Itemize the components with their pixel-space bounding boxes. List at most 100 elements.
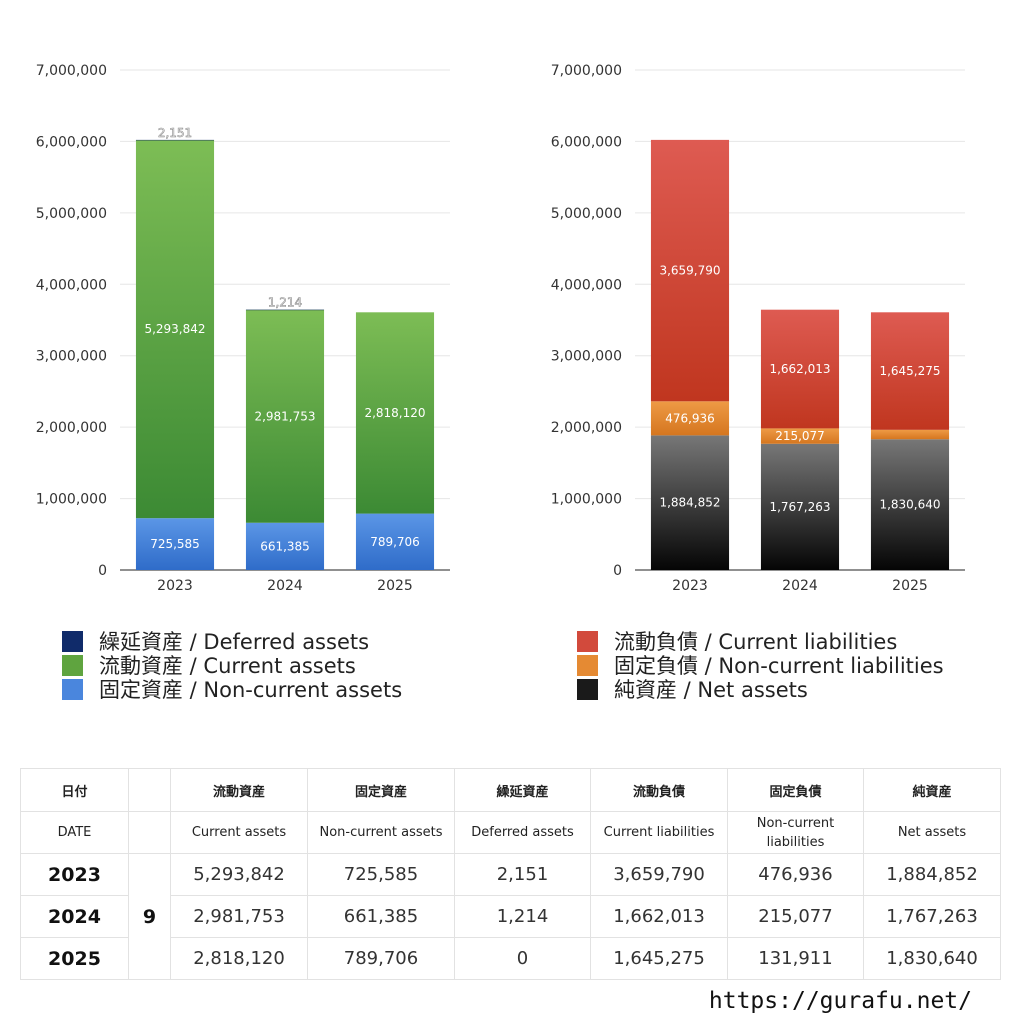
year-cell: 2024 [20, 895, 129, 938]
data-label: 3,659,790 [659, 264, 720, 278]
bar-segment [135, 139, 215, 141]
y-tick-label: 7,000,000 [36, 63, 107, 79]
bar-segment [760, 309, 840, 429]
data-label: 2,818,120 [364, 406, 425, 420]
data-label: 1,645,275 [879, 364, 940, 378]
y-tick-label: 0 [613, 563, 622, 579]
header-cell: 日付 [20, 768, 129, 812]
month-cell: 9 [128, 853, 171, 980]
table-cell: 1,662,013 [590, 895, 728, 938]
data-label: 725,585 [150, 537, 200, 551]
table-cell: 2,981,753 [170, 895, 308, 938]
legend-swatch [62, 654, 83, 676]
y-tick-label: 1,000,000 [36, 492, 107, 508]
bar-segment [760, 428, 840, 444]
x-tick-label: 2024 [782, 578, 818, 594]
table-cell: 1,214 [454, 895, 591, 938]
legend-label: 繰延資産 / Deferred assets [99, 630, 370, 654]
bar-segment [870, 439, 950, 570]
header-cell [128, 768, 171, 812]
header-cell: Non-current liabilities [727, 811, 864, 854]
bar-segment [245, 309, 325, 311]
header-cell: 流動資産 [170, 768, 308, 812]
legend-swatch [62, 678, 83, 700]
header-cell: DATE [20, 811, 129, 854]
assets-chart: 0 1,000,000 2,000,000 3,000,000 4,000,000 5,0… [36, 63, 450, 594]
legend-item-deferred-assets: 繰延資産 / Deferred assets [62, 629, 402, 654]
table-cell: 5,293,842 [170, 853, 308, 896]
x-tick-label: 2023 [157, 578, 193, 594]
y-tick-label: 5,000,000 [36, 206, 107, 222]
header-cell: 流動負債 [590, 768, 728, 812]
legend-item-current-liabilities: 流動負債 / Current liabilities [577, 629, 944, 654]
data-label: 1,214 [268, 296, 302, 310]
data-table: 日付 流動資産 固定資産 繰延資産 流動負債 固定負債 純資産 DATE Cur… [20, 768, 1001, 980]
header-cell: 繰延資産 [454, 768, 591, 812]
table-row: 2023 9 5,293,842 725,585 2,151 3,659,790… [20, 853, 1001, 980]
table-cell: 215,077 [727, 895, 864, 938]
bar-segment [760, 443, 840, 570]
x-tick-label: 2025 [892, 578, 928, 594]
data-label: 1,662,013 [769, 362, 830, 376]
header-cell: Current liabilities [590, 811, 728, 854]
table-cell: 1,884,852 [863, 853, 1001, 896]
bar-segment [650, 139, 730, 402]
table-cell: 131,911 [727, 937, 864, 980]
legend-label: 純資産 / Net assets [614, 678, 808, 702]
header-cell: Current assets [170, 811, 308, 854]
data-label: 1,884,852 [659, 496, 720, 510]
header-cell: 固定資産 [307, 768, 455, 812]
year-cell: 2025 [20, 937, 129, 980]
liabilities-chart: 0 1,000,000 2,000,000 3,000,000 4,000,000 5,0… [551, 63, 965, 594]
table-cell: 0 [454, 937, 591, 980]
header-cell: Deferred assets [454, 811, 591, 854]
x-tick-label: 2023 [672, 578, 708, 594]
header-cell: Net assets [863, 811, 1001, 854]
table-cell: 1,830,640 [863, 937, 1001, 980]
legend-swatch [577, 630, 598, 652]
legend-item-net-assets: 純資産 / Net assets [577, 677, 944, 702]
assets-legend: 繰延資産 / Deferred assets 流動資産 / Current as… [62, 629, 403, 702]
data-label: 5,293,842 [144, 322, 205, 336]
legend-label: 流動資産 / Current assets [99, 654, 356, 678]
table-cell: 1,645,275 [590, 937, 728, 980]
table-cell: 789,706 [307, 937, 455, 980]
data-label: 661,385 [260, 539, 310, 553]
data-label: 215,077 [775, 429, 825, 443]
site-url: https://gurafu.net/ [708, 988, 972, 1014]
legend-item-current-assets: 流動資産 / Current assets [62, 653, 402, 678]
bar-segment [870, 312, 950, 430]
year-cell: 2023 [20, 853, 129, 896]
y-tick-label: 2,000,000 [36, 420, 107, 436]
table-header-en: DATE Current assets Non-current assets D… [20, 811, 1001, 854]
y-tick-label: 7,000,000 [551, 63, 622, 79]
data-label: 2,151 [158, 126, 192, 140]
bar-segment [245, 309, 325, 523]
header-cell [128, 811, 171, 854]
table-cell: 2,818,120 [170, 937, 308, 980]
bar-segment [355, 312, 435, 514]
table-cell: 725,585 [307, 853, 455, 896]
table-row: 2024 2,981,753 661,385 1,214 1,662,013 2… [20, 895, 1001, 938]
legend-swatch [62, 630, 83, 652]
bar-segment [135, 140, 215, 519]
legend-label: 固定資産 / Non-current assets [99, 678, 403, 702]
legend-swatch [577, 678, 598, 700]
table-cell: 661,385 [307, 895, 455, 938]
table-cell: 2,151 [454, 853, 591, 896]
bar-segment [650, 435, 730, 570]
y-tick-label: 4,000,000 [551, 277, 622, 293]
y-tick-label: 3,000,000 [36, 349, 107, 365]
y-tick-label: 6,000,000 [551, 134, 622, 150]
data-label: 1,767,263 [769, 500, 830, 514]
data-label: 476,936 [665, 411, 715, 425]
data-label: 2,981,753 [254, 409, 315, 423]
bar-segment [135, 518, 215, 570]
data-label: 789,706 [370, 535, 420, 549]
y-tick-label: 0 [98, 563, 107, 579]
header-cell: Non-current assets [307, 811, 455, 854]
table-header-ja: 日付 流動資産 固定資産 繰延資産 流動負債 固定負債 純資産 [20, 768, 1001, 812]
x-tick-label: 2025 [377, 578, 413, 594]
table-cell: 1,767,263 [863, 895, 1001, 938]
bar-segment [245, 522, 325, 570]
